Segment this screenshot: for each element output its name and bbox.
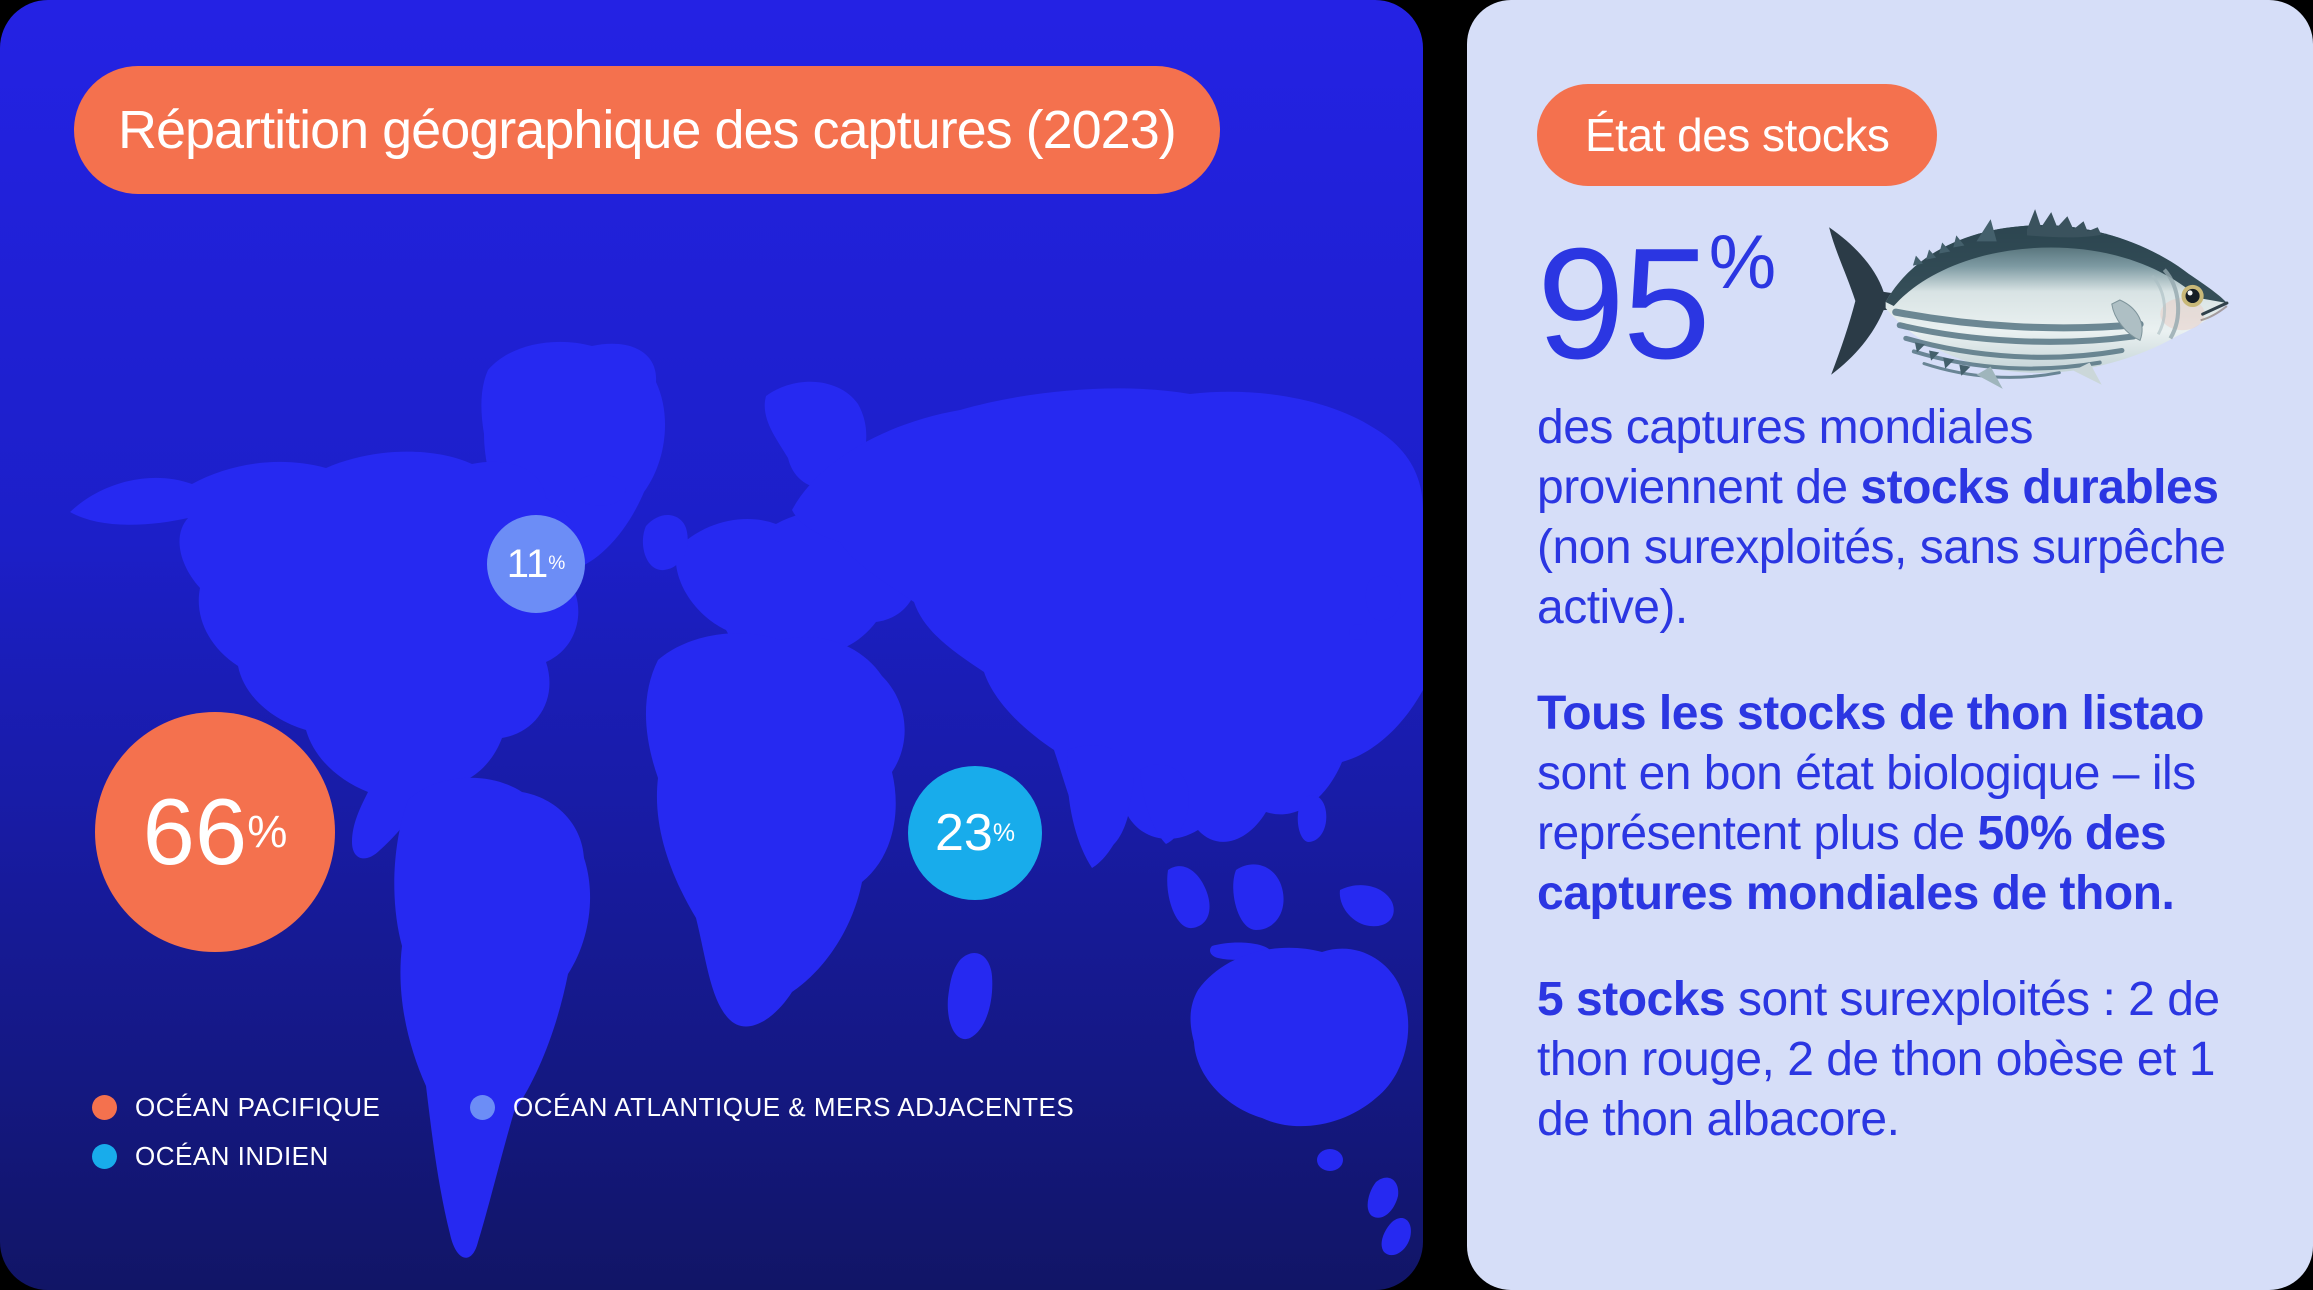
legend-dot: [92, 1095, 117, 1120]
stocks-panel: État des stocks 95%: [1467, 0, 2313, 1290]
legend-label: OCÉAN INDIEN: [135, 1141, 329, 1171]
legend-item: OCÉAN ATLANTIQUE & MERS ADJACENTES: [470, 1092, 1074, 1123]
percent-sign: %: [992, 818, 1016, 847]
marker-value: 11: [506, 542, 549, 586]
marker-ocean-indien: 23%: [908, 766, 1042, 900]
sustainable-stocks-stat: 95%: [1537, 225, 1776, 383]
map-title-badge: Répartition géographique des captures (2…: [74, 66, 1220, 194]
legend-row: OCÉAN PACIFIQUE OCÉAN ATLANTIQUE & MERS A…: [92, 1092, 1074, 1123]
legend-label: OCÉAN PACIFIQUE: [135, 1092, 381, 1122]
stocks-title-badge: État des stocks: [1537, 84, 1938, 186]
stocks-text-block: des captures mondiales proviennent de st…: [1537, 398, 2237, 1196]
skipjack-tuna-illustration: [1829, 209, 2229, 389]
world-map: [70, 341, 1423, 1258]
legend-item: OCÉAN INDIEN: [92, 1141, 470, 1172]
percent-sign: %: [548, 553, 566, 575]
marker-ocean-pacifique: 66%: [95, 712, 335, 952]
legend-dot: [470, 1095, 495, 1120]
percent-sign: %: [1708, 220, 1777, 306]
marker-value: 66: [142, 779, 248, 884]
legend-item: OCÉAN PACIFIQUE: [92, 1092, 470, 1123]
legend-row: OCÉAN INDIEN: [92, 1141, 1074, 1172]
stocks-paragraph: 5 stocks sont surexploités : 2 de thon r…: [1537, 973, 2220, 1146]
legend-dot: [92, 1144, 117, 1169]
map-legend: OCÉAN PACIFIQUE OCÉAN ATLANTIQUE & MERS A…: [92, 1092, 1074, 1172]
marker-ocean-atlantique: 11%: [487, 515, 585, 613]
percent-sign: %: [247, 806, 288, 858]
stat-value: 95: [1537, 216, 1711, 392]
stocks-paragraph: Tous les stocks de thon listao sont en b…: [1537, 687, 2204, 920]
stocks-title: État des stocks: [1585, 109, 1890, 161]
marker-value: 23: [934, 804, 993, 862]
stocks-paragraph: des captures mondiales proviennent de st…: [1537, 401, 2226, 634]
map-title: Répartition géographique des captures (2…: [118, 100, 1177, 160]
map-panel: Répartition géographique des captures (2…: [0, 0, 1423, 1290]
legend-label: OCÉAN ATLANTIQUE & MERS ADJACENTES: [513, 1092, 1075, 1122]
